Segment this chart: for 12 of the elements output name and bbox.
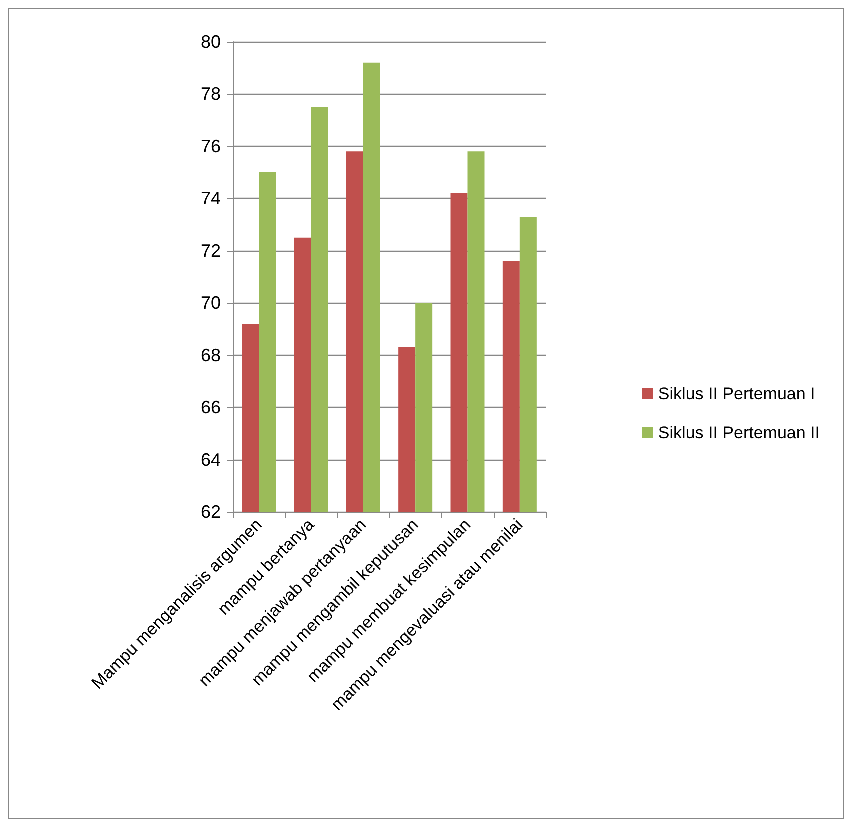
y-tick-label: 70	[200, 293, 221, 314]
legend-label: Siklus II Pertemuan I	[658, 384, 816, 404]
legend-label: Siklus II Pertemuan II	[658, 424, 820, 442]
y-tick-label: 62	[200, 502, 221, 522]
y-tick-label: 78	[200, 84, 221, 104]
y-tick-label: 76	[200, 136, 221, 156]
y-tick-label: 72	[200, 240, 221, 261]
y-tick-label: 64	[200, 450, 221, 470]
y-tick-label: 68	[200, 345, 221, 366]
y-tick-label: 66	[200, 398, 221, 418]
y-tick-label: 74	[200, 188, 221, 209]
y-tick-label: 80	[200, 32, 221, 52]
